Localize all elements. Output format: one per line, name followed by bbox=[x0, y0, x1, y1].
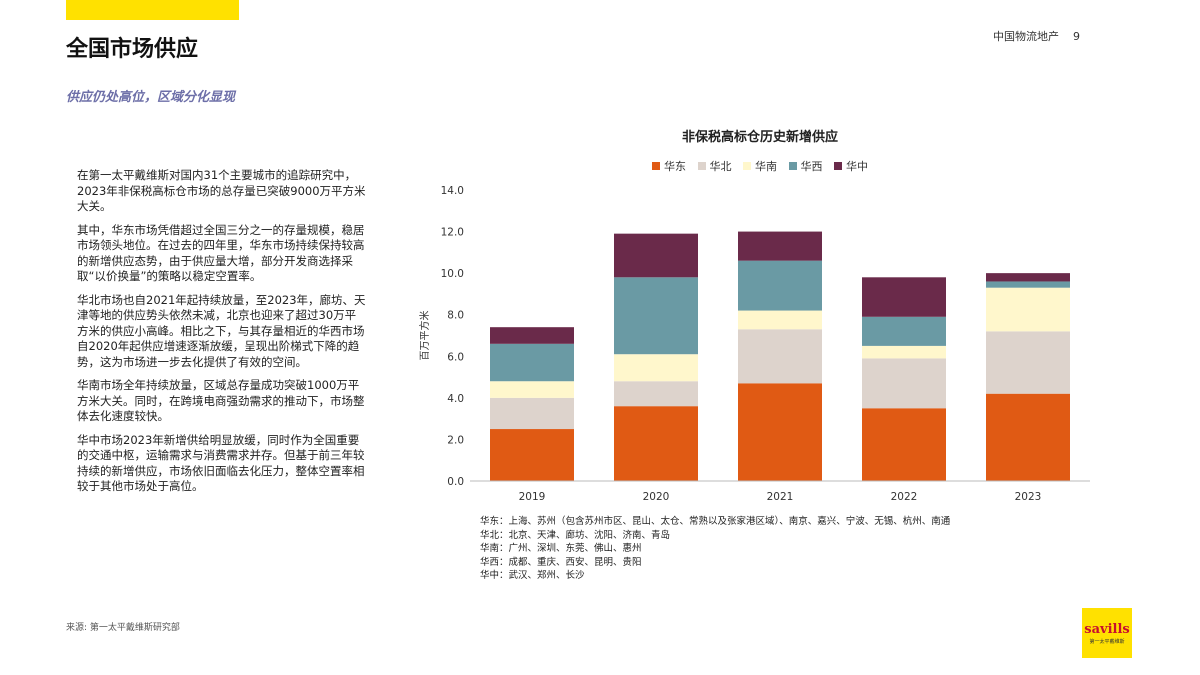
bar-segment bbox=[614, 277, 698, 355]
legend-item: 华北 bbox=[697, 158, 732, 174]
bar-segment bbox=[862, 277, 946, 317]
body-paragraph: 华北市场也自2021年起持续放量，至2023年，廊坊、天津等地的供应势头依然未减… bbox=[77, 292, 366, 369]
body-paragraph: 其中，华东市场凭借超过全国三分之一的存量规模，稳居市场领头地位。在过去的四年里，… bbox=[77, 222, 365, 284]
chart-title: 非保税高标仓历史新增供应 bbox=[681, 130, 838, 145]
bar-segment bbox=[738, 260, 822, 311]
legend-label: 华东 bbox=[664, 160, 686, 173]
legend-swatch bbox=[652, 162, 660, 170]
section-subtitle: 供应仍处高位，区域分化显现 bbox=[66, 90, 236, 105]
region-note: 华南：广州、深圳、东莞、佛山、惠州 bbox=[480, 543, 642, 554]
bar-segment bbox=[862, 316, 946, 346]
legend-item: 华南 bbox=[743, 158, 777, 174]
bar-segment bbox=[862, 408, 946, 481]
bar-segment bbox=[490, 429, 574, 481]
body-paragraph: 华南市场全年持续放量，区域总存量成功突破1000万平方米大关。同时，在跨境电商强… bbox=[77, 378, 365, 423]
region-note: 华西：成都、重庆、西安、昆明、贵阳 bbox=[480, 556, 642, 568]
bar-segment bbox=[738, 231, 822, 261]
x-tick-label: 2020 bbox=[643, 491, 670, 503]
y-tick-label: 6.0 bbox=[447, 351, 464, 363]
bar-segment bbox=[862, 345, 946, 359]
bar-segment bbox=[986, 393, 1070, 481]
bar-segment bbox=[614, 406, 698, 481]
x-tick-label: 2022 bbox=[891, 491, 918, 503]
bar-segment bbox=[738, 383, 822, 481]
y-tick-label: 12.0 bbox=[441, 227, 464, 239]
stacked-bar-chart: 0.0 2.0 4.0 6.0 8.0 10.0 12.0 14.0 百万平方米 2019 2020… bbox=[418, 185, 1090, 503]
region-note: 华中：武汉、郑州、长沙 bbox=[480, 570, 585, 581]
legend-label: 华南 bbox=[755, 160, 777, 173]
x-tick-label: 2021 bbox=[767, 491, 794, 503]
legend-swatch bbox=[834, 162, 842, 170]
y-tick-label: 2.0 bbox=[447, 434, 464, 446]
legend-label: 华北 bbox=[709, 160, 732, 173]
y-tick-label: 8.0 bbox=[447, 310, 464, 322]
source-note: 来源: 第一太平戴维斯研究部 bbox=[66, 623, 180, 633]
bar-segment bbox=[490, 327, 574, 344]
legend-swatch bbox=[697, 162, 706, 170]
company-name: 中国物流地产 bbox=[993, 30, 1059, 43]
legend-label: 华中 bbox=[846, 160, 868, 173]
bar-segment bbox=[614, 354, 698, 382]
header-right: 中国物流地产 9 bbox=[993, 28, 1080, 44]
chart-legend: 华东 华北 华南 华西 华中 bbox=[420, 158, 1100, 174]
body-paragraph: 在第一太平戴维斯对国内31个主要城市的追踪研究中，2023年非保税高标仓市场的总… bbox=[77, 168, 366, 213]
bar-segment bbox=[986, 287, 1070, 332]
y-axis-label: 百万平方米 bbox=[418, 311, 431, 361]
bar-segment bbox=[738, 310, 822, 330]
bar-segment bbox=[738, 329, 822, 384]
legend-label: 华西 bbox=[800, 160, 823, 173]
y-tick-label: 4.0 bbox=[447, 393, 464, 405]
legend-swatch bbox=[743, 162, 751, 170]
region-note: 华北：北京、天津、廊坊、沈阳、济南、青岛 bbox=[480, 529, 671, 541]
logo-text: savills bbox=[1084, 621, 1130, 637]
y-tick-label: 10.0 bbox=[441, 268, 464, 280]
bar-segment bbox=[490, 381, 574, 398]
bar-segment bbox=[986, 281, 1070, 288]
bar-segment bbox=[614, 233, 698, 278]
body-text: 在第一太平戴维斯对国内31个主要城市的追踪研究中，2023年非保税高标仓市场的总… bbox=[77, 168, 367, 503]
legend-item: 华西 bbox=[788, 158, 823, 174]
bar-segment bbox=[986, 331, 1070, 394]
region-notes: 华东：上海、苏州（包含苏州市区、昆山、太仓、常熟以及张家港区域）、南京、嘉兴、宁… bbox=[480, 515, 950, 583]
body-paragraph: 华中市场2023年新增供给明显放缓，同时作为全国重要的交通中枢，运输需求与消费需… bbox=[77, 432, 365, 494]
region-note: 华东：上海、苏州（包含苏州市区、昆山、太仓、常熟以及张家港区域）、南京、嘉兴、宁… bbox=[480, 516, 951, 527]
y-tick-label: 0.0 bbox=[447, 476, 464, 488]
page-title: 全国市场供应 bbox=[66, 37, 199, 62]
bar-segment bbox=[490, 343, 574, 382]
top-accent-bar bbox=[66, 0, 239, 20]
page-number: 9 bbox=[1073, 30, 1080, 43]
x-tick-label: 2019 bbox=[519, 491, 546, 503]
legend-item: 华中 bbox=[834, 158, 868, 174]
x-tick-label: 2023 bbox=[1015, 491, 1042, 503]
bar-segment bbox=[862, 358, 946, 409]
savills-logo: savills 第一太平戴维斯 bbox=[1082, 608, 1132, 658]
bar-segment bbox=[614, 381, 698, 407]
bar-segment bbox=[490, 397, 574, 430]
legend-item: 华东 bbox=[652, 158, 686, 174]
logo-subtext: 第一太平戴维斯 bbox=[1089, 638, 1125, 645]
y-tick-label: 14.0 bbox=[441, 185, 464, 197]
bar-segment bbox=[986, 273, 1070, 282]
legend-swatch bbox=[788, 162, 797, 170]
